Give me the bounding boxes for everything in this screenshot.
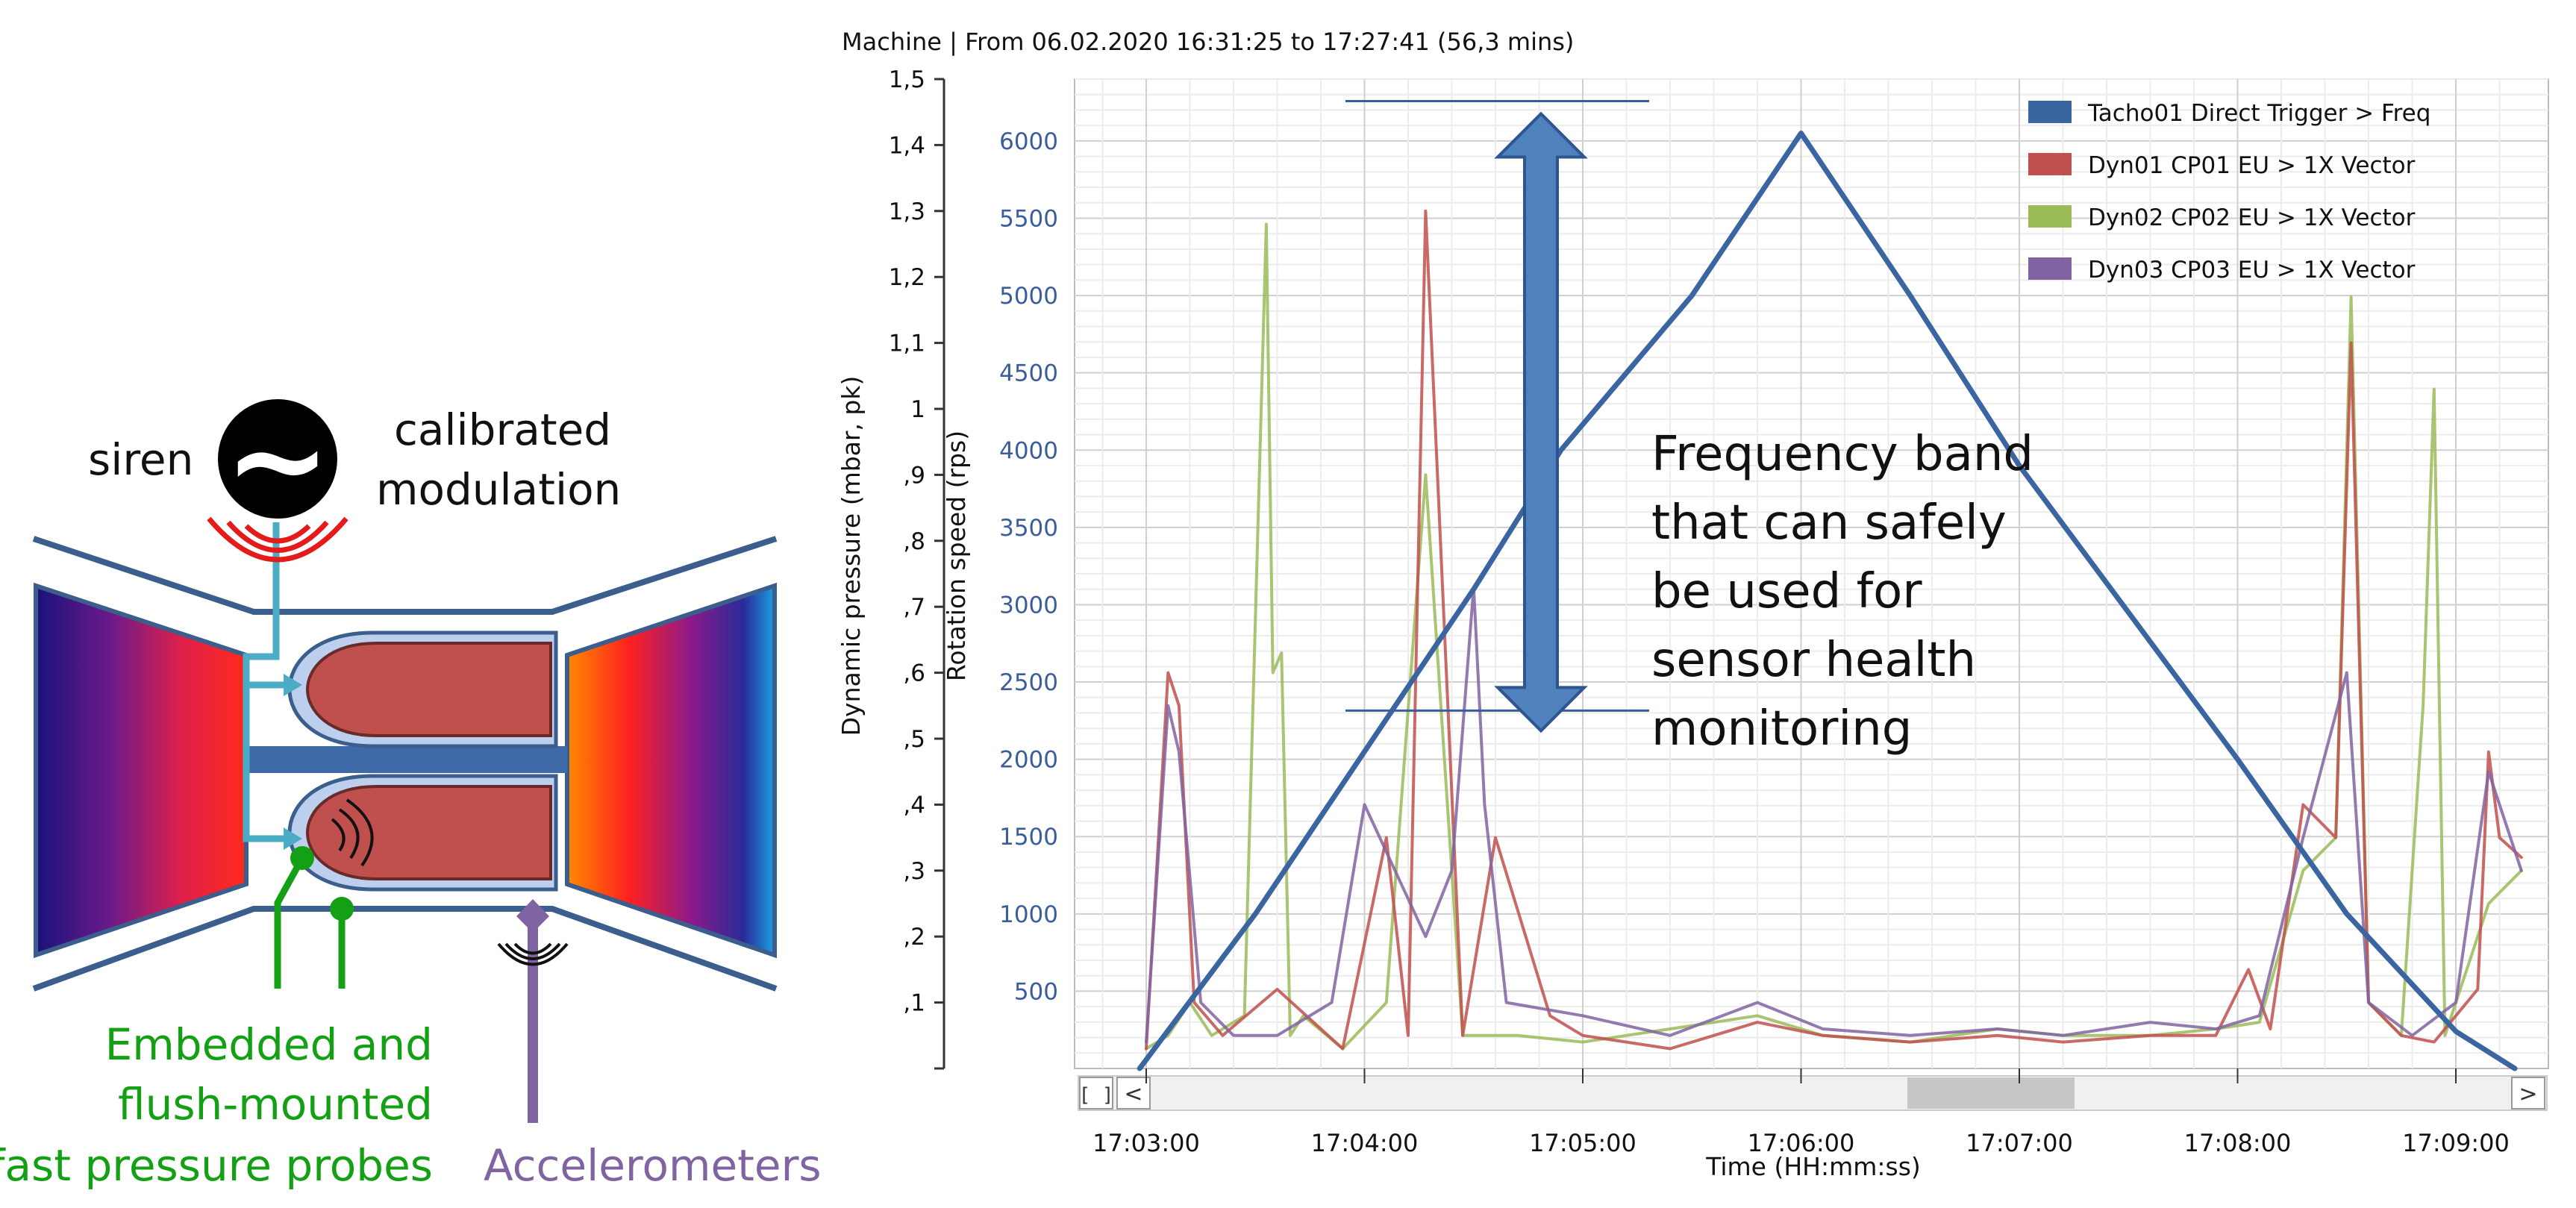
x-ticks: 17:03:00 17:04:00 17:05:00 17:06:00 17:07:00…	[1092, 1068, 2510, 1157]
y-left-tick-label: 1,5	[889, 66, 925, 93]
y-left-ticks: ,1 ,2 ,3 ,4 ,5 ,6 ,7 ,8 ,9 1 1,1 1,2 1,3 1,4 1,5	[889, 66, 944, 1070]
chevron-left-icon: <	[1124, 1081, 1142, 1107]
y-right-tick-label: 1500	[999, 824, 1058, 851]
fit-button[interactable]: [ ]	[1079, 1077, 1114, 1110]
x-tick-label: 17:05:00	[1529, 1129, 1636, 1157]
modulation-label-line1: calibrated	[394, 404, 611, 455]
y-right-tick-label: 3000	[999, 592, 1058, 619]
y-left-tick-label: ,4	[903, 792, 925, 819]
scrollbar-track[interactable]	[1078, 1075, 2548, 1111]
scroll-left-button[interactable]: <	[1116, 1077, 1151, 1110]
y-right-tick-label: 6000	[999, 128, 1058, 155]
y-left-tick-label: ,1	[903, 990, 925, 1017]
legend-label: Dyn03 CP03 EU > 1X Vector	[2088, 257, 2416, 284]
shaft	[246, 746, 567, 773]
siren-waves-icon	[207, 516, 348, 563]
casing-lower-line	[32, 906, 778, 992]
annotation-line4: sensor health	[1651, 633, 1976, 688]
casing-upper-line	[32, 536, 778, 615]
y-right-tick-label: 500	[1014, 978, 1058, 1005]
annotation-line5: monitoring	[1651, 701, 1912, 757]
turbine-section	[565, 582, 777, 959]
accelerometers-label: Accelerometers	[484, 1140, 822, 1191]
series-line-dyn03	[1145, 585, 2523, 1044]
y-left-tick-label: 1,3	[889, 198, 925, 225]
grid-vertical	[1101, 79, 2501, 1068]
combustor-upper	[305, 642, 552, 737]
y-left-tick-label: 1	[910, 396, 925, 423]
siren-icon	[218, 399, 337, 519]
frequency-band-annotation	[1345, 99, 1649, 733]
series-layer	[1137, 131, 2523, 1071]
y-right-tick-label: 5500	[999, 205, 1058, 232]
test-rig-diagram: ~ siren calibrated modulation Embedded a…	[0, 387, 822, 1191]
x-tick-label: 17:03:00	[1092, 1129, 1200, 1157]
legend-swatch	[2028, 205, 2072, 228]
legend: Tacho01 Direct Trigger > Freq Dyn01 CP01 …	[2028, 100, 2430, 284]
siren-feed-line	[243, 522, 290, 842]
legend-label: Tacho01 Direct Trigger > Freq	[2087, 100, 2430, 127]
siren-label: siren	[88, 434, 193, 485]
siren-symbol: ~	[225, 387, 331, 534]
fit-icon: [ ]	[1079, 1084, 1114, 1107]
y-right-tick-label: 3500	[999, 515, 1058, 542]
x-tick-label: 17:06:00	[1748, 1129, 1855, 1157]
chart: Machine | From 06.02.2020 16:31:25 to 17…	[837, 28, 2549, 1181]
scrollbar-thumb[interactable]	[1907, 1077, 2075, 1109]
x-tick-label: 17:07:00	[1966, 1129, 2073, 1157]
y-left-tick-label: 1,1	[889, 331, 925, 357]
probes-label-line3: fast pressure probes	[0, 1140, 433, 1191]
x-tick-label: 17:08:00	[2184, 1129, 2292, 1157]
series-line-tacho01	[1137, 131, 2518, 1071]
legend-label: Dyn01 CP01 EU > 1X Vector	[2088, 152, 2416, 179]
annotation-line1: Frequency band	[1651, 427, 2033, 482]
annotation-line3: be used for	[1651, 564, 1922, 619]
legend-swatch	[2028, 153, 2072, 175]
y-left-tick-label: ,6	[903, 660, 925, 687]
y-right-tick-label: 2500	[999, 669, 1058, 696]
y-left-tick-label: ,5	[903, 726, 925, 753]
modulation-label-line2: modulation	[376, 464, 621, 515]
y-left-tick-label: ,8	[903, 528, 925, 555]
feed-arrow-lower	[284, 827, 302, 850]
time-scrollbar[interactable]: [ ] < >	[1078, 1075, 2548, 1111]
accelerometer-icon	[497, 899, 569, 1123]
series-line-dyn01	[1145, 209, 2523, 1051]
scroll-right-button[interactable]: >	[2511, 1077, 2545, 1110]
x-tick-label: 17:09:00	[2402, 1129, 2510, 1157]
probes-label-line1: Embedded and	[105, 1019, 433, 1070]
probe-1	[274, 846, 314, 989]
y-right-tick-label: 2000	[999, 747, 1058, 774]
y-left-tick-label: ,7	[903, 594, 925, 621]
y-left-tick-label: ,3	[903, 858, 925, 885]
y-right-tick-label: 4000	[999, 437, 1058, 464]
annotation-line2: that can safely	[1651, 495, 2007, 551]
feed-arrow-upper	[284, 674, 302, 696]
y-left-tick-label: ,9	[903, 462, 925, 489]
y-left-tick-label: 1,4	[889, 132, 925, 159]
y-right-tick-label: 4500	[999, 360, 1058, 387]
y-right-label: Rotation speed (rps)	[942, 431, 971, 681]
y-right-tick-label: 5000	[999, 283, 1058, 310]
x-axis-label: Time (HH:mm:ss)	[1705, 1152, 1921, 1181]
legend-label: Dyn02 CP02 EU > 1X Vector	[2088, 204, 2416, 231]
y-right-ticks: 500 1000 1500 2000 2500 3000 3500 4000 4500 5000 5…	[999, 128, 1058, 1006]
y-left-tick-label: ,2	[903, 924, 925, 951]
probe-2	[330, 897, 354, 989]
legend-swatch	[2028, 101, 2072, 123]
probes-label-line2: flush-mounted	[118, 1079, 433, 1130]
legend-swatch	[2028, 257, 2072, 280]
y-left-tick-label: 1,2	[889, 264, 925, 291]
y-right-tick-label: 1000	[999, 901, 1058, 928]
chevron-right-icon: >	[2519, 1081, 2537, 1107]
y-left-label: Dynamic pressure (mbar, pk)	[837, 376, 866, 736]
chart-header: Machine | From 06.02.2020 16:31:25 to 17…	[842, 28, 1574, 56]
pressure-wave-icon	[331, 798, 374, 867]
double-arrow-icon	[1494, 111, 1588, 733]
x-tick-label: 17:04:00	[1311, 1129, 1419, 1157]
compressor-section	[34, 582, 248, 959]
